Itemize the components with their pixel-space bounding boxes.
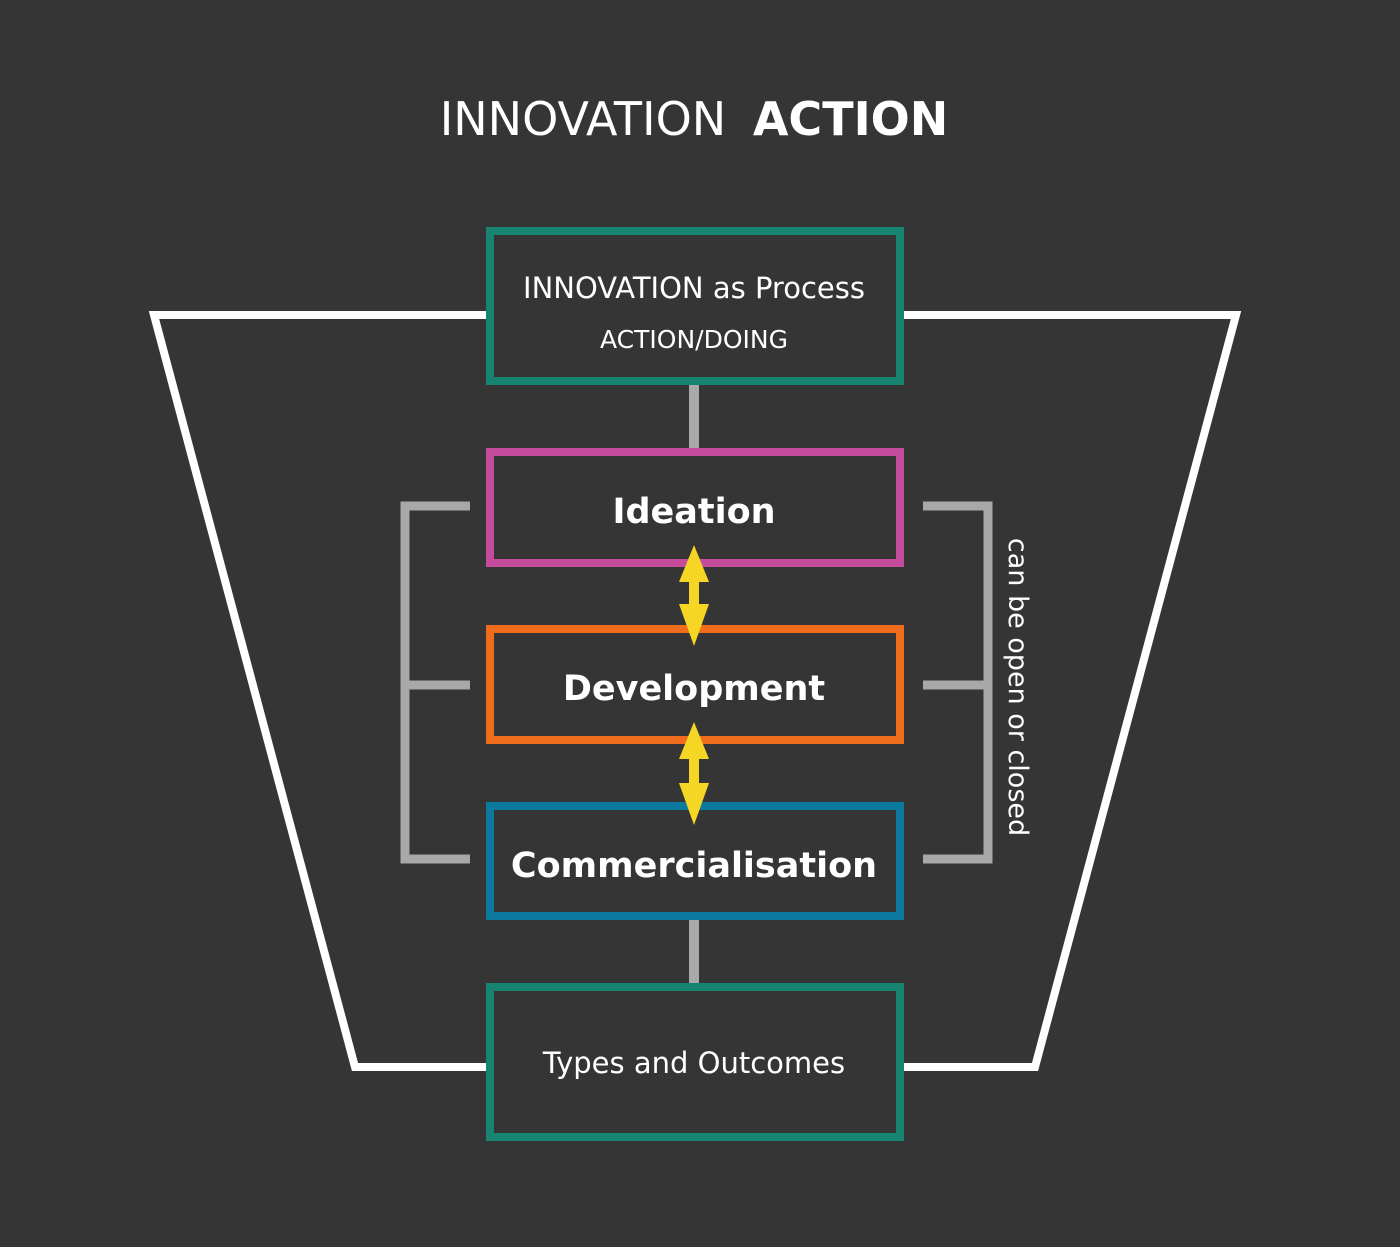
side-label-open-or-closed: can be open or closed (1002, 538, 1033, 836)
outcomes-box-label: Types and Outcomes (542, 1046, 845, 1080)
arrow-shaft (689, 580, 699, 606)
development-box-label: Development (563, 669, 825, 709)
funnel-right-side (902, 311, 1242, 1071)
double-arrow-development-commercialisation (679, 722, 709, 825)
arrow-up-head (679, 722, 709, 759)
arrow-down-head (679, 783, 709, 825)
commercialisation-box-label: Commercialisation (511, 846, 877, 886)
ideation-box-label: Ideation (612, 492, 775, 532)
arrow-up-head (679, 545, 709, 582)
double-arrow-ideation-development (679, 545, 709, 646)
left-bracket (400, 501, 470, 864)
outcomes-box: Types and Outcomes (486, 983, 904, 1141)
arrow-down-head (679, 604, 709, 646)
development-box: Development (486, 625, 904, 744)
title-part-innovation: INNOVATION (440, 92, 727, 146)
funnel-left-side (148, 311, 488, 1071)
process-box-subtitle: ACTION/DOING (600, 325, 788, 354)
commercialisation-box: Commercialisation (486, 802, 904, 920)
process-box-frame (486, 227, 904, 385)
process-box-title: INNOVATION as Process (523, 271, 865, 305)
process-box: INNOVATION as Process ACTION/DOING (486, 227, 904, 385)
ideation-box: Ideation (486, 448, 904, 567)
diagram-title: INNOVATION ACTION (440, 92, 949, 146)
right-bracket (923, 501, 993, 864)
commercialisation-box-frame (486, 802, 904, 920)
outcomes-box-frame (486, 983, 904, 1141)
title-part-action: ACTION (753, 92, 948, 146)
funnel-outline (148, 311, 1242, 1071)
arrow-shaft (689, 757, 699, 785)
ideation-box-frame (486, 448, 904, 567)
